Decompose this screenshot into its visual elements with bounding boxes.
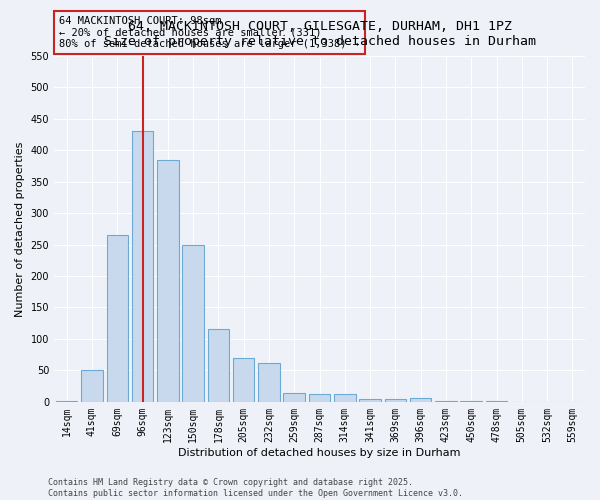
Bar (132, 132, 153, 402)
Bar (385, 398, 406, 402)
Bar (359, 398, 381, 402)
Text: 64 MACKINTOSH COURT: 98sqm
← 20% of detached houses are smaller (331)
80% of sem: 64 MACKINTOSH COURT: 98sqm ← 20% of deta… (59, 16, 359, 49)
Bar (309, 394, 330, 402)
Bar (258, 363, 280, 402)
Bar (81, 370, 103, 402)
Bar (283, 393, 305, 402)
Text: Contains HM Land Registry data © Crown copyright and database right 2025.
Contai: Contains HM Land Registry data © Crown c… (48, 478, 463, 498)
Bar (334, 394, 356, 402)
Title: 64, MACKINTOSH COURT, GILESGATE, DURHAM, DH1 1PZ
Size of property relative to de: 64, MACKINTOSH COURT, GILESGATE, DURHAM,… (104, 20, 536, 48)
Bar (157, 160, 179, 402)
Bar (435, 400, 457, 402)
Bar (410, 398, 431, 402)
Bar (208, 329, 229, 402)
Bar (56, 400, 77, 402)
Bar (107, 235, 128, 402)
Bar (486, 401, 507, 402)
Bar (233, 358, 254, 402)
Bar (182, 244, 204, 402)
Y-axis label: Number of detached properties: Number of detached properties (15, 141, 25, 316)
Bar (460, 401, 482, 402)
X-axis label: Distribution of detached houses by size in Durham: Distribution of detached houses by size … (178, 448, 461, 458)
